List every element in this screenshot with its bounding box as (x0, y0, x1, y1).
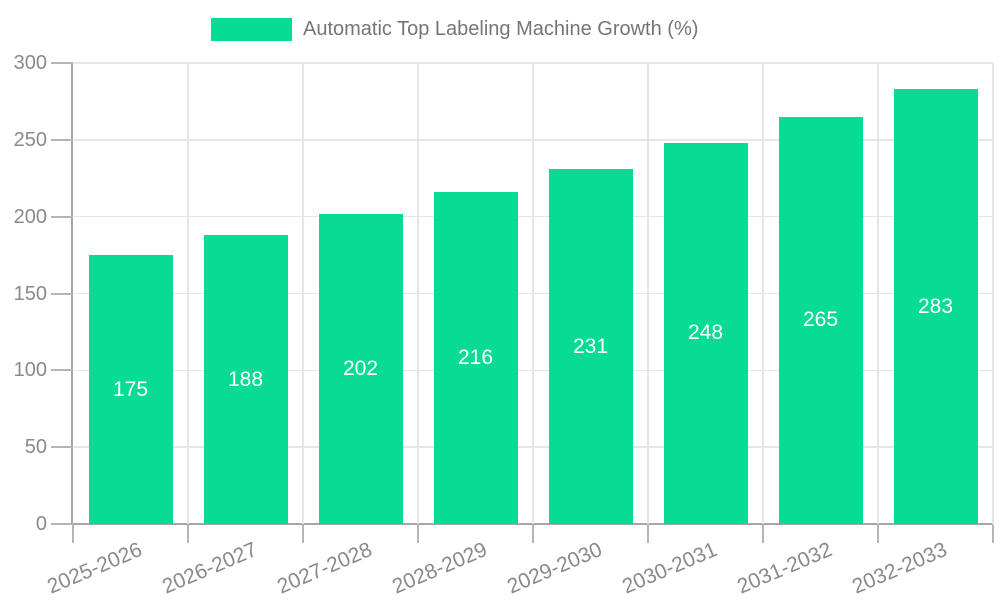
x-gridline (532, 63, 534, 524)
y-tick-mark (51, 369, 73, 372)
y-axis-tick-label: 100 (13, 359, 47, 382)
bar: 202 (318, 213, 403, 524)
x-axis-line (73, 523, 993, 525)
x-tick-mark (647, 525, 649, 543)
x-gridline (647, 63, 649, 524)
x-axis-tick-label: 2032-2033 (849, 538, 951, 599)
y-axis-tick-label: 0 (35, 513, 47, 535)
x-axis-tick-label: 2030-2031 (619, 538, 721, 599)
x-tick-mark (992, 525, 994, 543)
x-gridline (762, 63, 764, 524)
bar: 175 (88, 255, 173, 524)
x-gridline (302, 63, 304, 524)
bar-value-label: 248 (687, 321, 724, 345)
bar-value-label: 216 (457, 346, 494, 370)
x-axis-tick-label: 2026-2027 (159, 538, 261, 599)
bar: 216 (433, 192, 518, 524)
bar-value-label: 283 (917, 294, 954, 318)
x-tick-mark (72, 525, 74, 543)
y-axis-tick-label: 150 (13, 282, 47, 305)
bar: 231 (548, 169, 633, 524)
y-tick-mark (51, 446, 73, 449)
x-axis-tick-label: 2029-2030 (504, 538, 606, 599)
y-axis-tick-label: 200 (13, 205, 47, 228)
x-tick-mark (187, 525, 189, 543)
y-axis-tick-label: 250 (13, 128, 47, 151)
x-tick-mark (532, 525, 534, 543)
legend-swatch (211, 18, 292, 41)
x-axis-tick-label: 2031-2032 (734, 538, 836, 599)
x-tick-mark (877, 525, 879, 543)
x-axis-tick-label: 2025-2026 (44, 538, 146, 599)
legend-label: Automatic Top Labeling Machine Growth (%… (303, 18, 699, 40)
x-axis-tick-label: 2027-2028 (274, 538, 376, 599)
bar-value-label: 188 (227, 367, 264, 391)
bar: 265 (778, 116, 863, 524)
x-tick-mark (302, 525, 304, 543)
x-tick-mark (762, 525, 764, 543)
x-tick-mark (417, 525, 419, 543)
bar-value-label: 265 (802, 308, 839, 332)
y-tick-mark (51, 292, 73, 295)
x-gridline (187, 63, 189, 524)
bar-value-label: 175 (112, 377, 149, 401)
y-tick-mark (51, 138, 73, 141)
y-tick-mark (51, 215, 73, 218)
x-gridline (417, 63, 419, 524)
bar-value-label: 231 (572, 334, 609, 358)
y-tick-mark (51, 62, 73, 64)
y-axis-tick-label: 50 (24, 436, 47, 459)
x-gridline (877, 63, 879, 524)
bar: 188 (203, 235, 288, 524)
x-gridline (992, 63, 994, 524)
y-axis-tick-label: 300 (13, 52, 47, 74)
legend-item[interactable]: Automatic Top Labeling Machine Growth (%… (211, 18, 698, 41)
plot-area: 175 188 202 216 231 248 265 283 (73, 62, 994, 524)
bar: 248 (663, 142, 748, 524)
x-axis-tick-label: 2028-2029 (389, 538, 491, 599)
bar: 283 (893, 89, 978, 524)
y-tick-mark (51, 523, 73, 525)
bar-value-label: 202 (342, 356, 379, 380)
